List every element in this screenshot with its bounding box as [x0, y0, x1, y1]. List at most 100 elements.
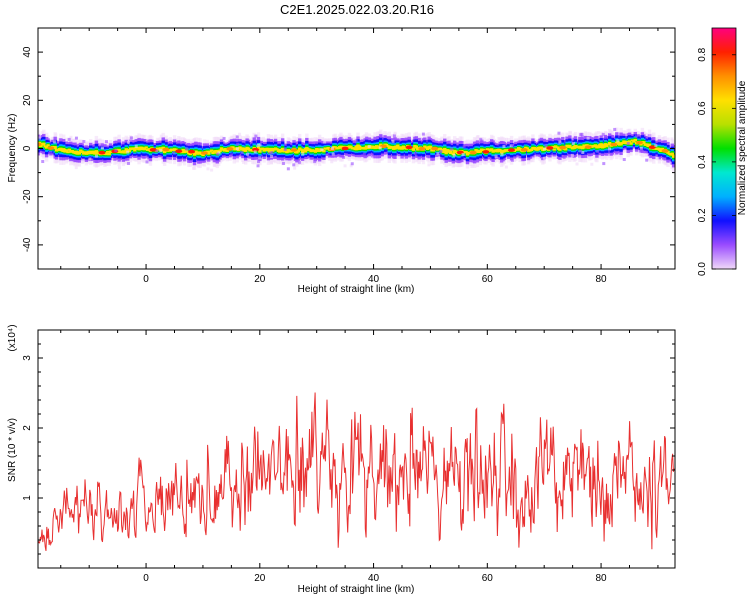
speckle — [38, 136, 42, 140]
ridge-cell — [580, 146, 585, 150]
ridge-cell — [448, 151, 453, 155]
speckle — [613, 127, 617, 131]
speckle — [367, 144, 371, 148]
ridge-cell — [83, 151, 87, 154]
speckle — [172, 151, 176, 155]
ridge-cell — [616, 141, 620, 144]
ridge-peak — [418, 147, 426, 151]
ridge-cell — [66, 151, 70, 154]
speckle — [354, 139, 358, 143]
colorbar-tick-label: 0.4 — [697, 155, 708, 169]
ridge-peak — [431, 146, 439, 151]
ridge-cell — [53, 146, 57, 150]
speckle — [581, 151, 585, 155]
snr-panel: 0 20 40 60 80 1 2 3 Height of straight line (km… — [7, 324, 676, 595]
ridge-peak — [610, 142, 618, 147]
snr-series-line — [38, 392, 675, 551]
x-tick-label: 80 — [596, 573, 608, 584]
ridge-cell — [349, 145, 353, 149]
ridge-cell — [67, 148, 72, 151]
x-tick-label: 80 — [596, 274, 608, 285]
speckle — [129, 136, 133, 140]
y-tick-label: 20 — [22, 94, 33, 106]
ridge-peaks — [38, 140, 669, 155]
speckle — [352, 140, 356, 144]
ridge-cell — [80, 150, 84, 154]
ridge-cell — [39, 145, 43, 148]
ridge-cell — [104, 152, 109, 156]
ridge-peak — [469, 150, 477, 155]
speckle — [41, 160, 45, 164]
ridge-cell — [81, 152, 86, 155]
ridge-cell — [630, 139, 635, 142]
ridge-cell — [194, 150, 198, 154]
ridge-peak — [149, 148, 157, 152]
speckle — [580, 135, 584, 139]
speckle — [494, 154, 498, 158]
ridge-peak — [405, 145, 413, 150]
ridge-cell — [44, 145, 49, 149]
speckle — [155, 149, 159, 153]
ridge-cell — [633, 138, 637, 142]
ridge-cell — [303, 150, 308, 153]
ridge-cell — [518, 147, 522, 151]
speckle — [81, 158, 85, 162]
ridge-peak — [392, 145, 400, 149]
ridge-peak — [495, 148, 503, 153]
ridge-cell — [552, 148, 556, 151]
ridge-cell — [615, 141, 619, 145]
speckle — [313, 160, 317, 164]
speckle — [470, 165, 474, 169]
snr-xlabel: Height of straight line (km) — [298, 584, 415, 595]
ridge-cell — [262, 149, 266, 152]
ridge-cell — [91, 150, 96, 153]
colorbar: 0.0 0.2 0.4 0.6 0.8 Normalized spectral ampl… — [697, 27, 748, 276]
speckle — [242, 160, 246, 164]
ridge-peak — [72, 150, 80, 155]
speckle — [253, 150, 257, 154]
ridge-peak — [635, 140, 643, 145]
ridge-cell — [444, 151, 448, 155]
ridge-peak — [264, 147, 272, 152]
ridge-cell — [670, 152, 674, 156]
speckle — [602, 162, 606, 166]
ridge-cell — [258, 149, 262, 153]
speckle — [254, 134, 258, 138]
speckle — [608, 147, 612, 151]
speckle — [590, 162, 594, 166]
speckle — [391, 139, 395, 143]
ridge-cell — [400, 146, 404, 150]
speckle — [183, 138, 187, 142]
ridge-peak — [661, 149, 669, 153]
speckle — [127, 161, 131, 165]
speckle — [213, 163, 217, 167]
speckle — [238, 132, 242, 136]
y-tick-label: 1 — [22, 495, 33, 501]
ridge-peak — [507, 148, 515, 152]
ridge-cell — [414, 145, 419, 149]
speckle — [562, 156, 566, 160]
speckle — [531, 156, 535, 160]
speckle — [114, 149, 118, 153]
ridge-cell — [201, 153, 205, 157]
ridge-peak — [303, 147, 311, 152]
speckle — [74, 136, 78, 140]
ridge-cell — [673, 155, 675, 158]
speckle — [479, 138, 483, 142]
x-tick-label: 0 — [143, 274, 149, 285]
spectrogram-ylabel: Frequency (Hz) — [7, 114, 18, 183]
ridge-peak — [341, 146, 349, 151]
speckle — [256, 164, 260, 168]
ridge-peak — [47, 146, 55, 150]
speckle — [455, 137, 459, 141]
speckle — [118, 166, 122, 170]
speckle — [439, 149, 443, 153]
ridge-cell — [515, 148, 519, 151]
speckle — [362, 152, 366, 156]
speckle — [504, 165, 508, 169]
ridge-cell — [144, 146, 148, 149]
ridge-peak — [546, 146, 554, 150]
ridge-peak — [648, 145, 656, 150]
ridge-cell — [322, 149, 326, 153]
